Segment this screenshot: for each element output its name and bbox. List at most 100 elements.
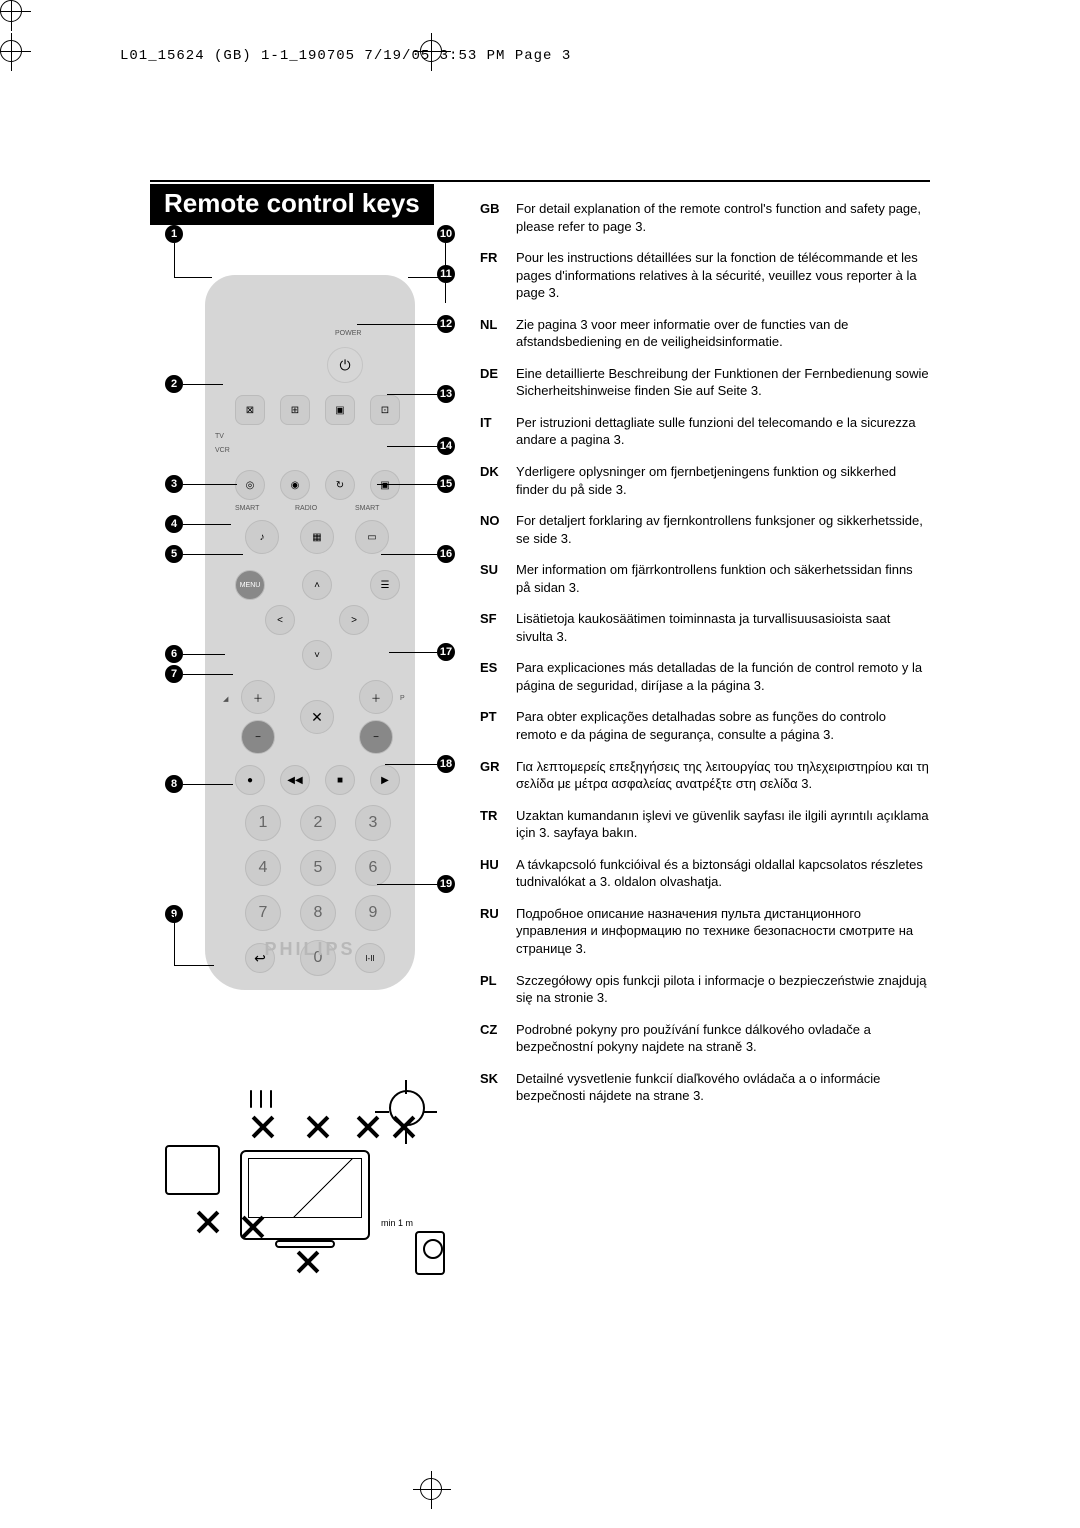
x-mark-7 <box>295 1250 319 1274</box>
prog-up: ＋ <box>359 680 393 714</box>
lang-text: For detail explanation of the remote con… <box>516 200 930 235</box>
menu-button: MENU <box>235 570 265 600</box>
lang-code: PT <box>480 708 516 743</box>
list-button: ☰ <box>370 570 400 600</box>
nav-right: ˃ <box>339 605 369 635</box>
smart-label-1: SMART <box>235 505 259 512</box>
vol-icon: ◢ <box>223 695 228 703</box>
callout-14: 14 <box>437 437 455 455</box>
lang-row: DEEine detaillierte Beschreibung der Fun… <box>480 365 930 400</box>
min-distance-label: min 1 m <box>381 1218 413 1228</box>
lang-code: HU <box>480 856 516 891</box>
rain-icon <box>250 1090 252 1108</box>
speaker-icon <box>415 1231 445 1275</box>
callout-2: 2 <box>165 375 183 393</box>
num-2: 2 <box>300 805 336 841</box>
callout-15: 15 <box>437 475 455 493</box>
manual-page: L01_15624 (GB) 1-1_190705 7/19/05 3:53 P… <box>0 0 1080 1528</box>
callout-5: 5 <box>165 545 183 563</box>
lang-row: DKYderligere oplysninger om fjernbetjeni… <box>480 463 930 498</box>
lang-text: For detaljert forklaring av fjernkontrol… <box>516 512 930 547</box>
lang-code: PL <box>480 972 516 1007</box>
lang-row: GRΓια λεπτομερείς επεξηγήσεις της λειτου… <box>480 758 930 793</box>
rect-button: ▭ <box>355 520 389 554</box>
stop-button: ■ <box>325 765 355 795</box>
lang-code: TR <box>480 807 516 842</box>
lang-code: GR <box>480 758 516 793</box>
lang-code: SK <box>480 1070 516 1105</box>
remote-diagram: POWER ⏻ ⊠ ⊞ ▣ ⊡ TV VCR ◎ ◉ ↻ ▣ SMART RAD… <box>170 225 450 1005</box>
lang-text: Szczegółowy opis funkcji pilota i inform… <box>516 972 930 1007</box>
lang-code: DK <box>480 463 516 498</box>
lang-text: Detailné vysvetlenie funkcií diaľkového … <box>516 1070 930 1105</box>
lang-text: Pour les instructions détaillées sur la … <box>516 249 930 302</box>
aux-button-4: ⊡ <box>370 395 400 425</box>
lang-code: RU <box>480 905 516 958</box>
lang-text: Подробное описание назначения пульта дис… <box>516 905 930 958</box>
callout-16: 16 <box>437 545 455 563</box>
power-button: ⏻ <box>327 347 363 383</box>
registration-mark-left <box>0 0 40 40</box>
placement-illustration: min 1 m <box>155 1060 435 1280</box>
num-5: 5 <box>300 850 336 886</box>
num-6: 6 <box>355 850 391 886</box>
round-button-b: ◉ <box>280 470 310 500</box>
lang-row: RUПодробное описание назначения пульта д… <box>480 905 930 958</box>
registration-mark-right <box>0 40 40 80</box>
lang-row: SFLisätietoja kaukosäätimen toiminnasta … <box>480 610 930 645</box>
callout-6: 6 <box>165 645 183 663</box>
num-3: 3 <box>355 805 391 841</box>
num-1: 1 <box>245 805 281 841</box>
x-mark-3 <box>305 1115 329 1139</box>
callout-11: 11 <box>437 265 455 283</box>
callout-4: 4 <box>165 515 183 533</box>
lang-text: Mer information om fjärrkontrollens funk… <box>516 561 930 596</box>
rec-button: ● <box>235 765 265 795</box>
callout-7: 7 <box>165 665 183 683</box>
lang-code: SU <box>480 561 516 596</box>
note-button: ♪ <box>245 520 279 554</box>
num-4: 4 <box>245 850 281 886</box>
callout-12: 12 <box>437 315 455 333</box>
round-button-a: ◎ <box>235 470 265 500</box>
lang-text: Para explicaciones más detalladas de la … <box>516 659 930 694</box>
vol-up: ＋ <box>241 680 275 714</box>
x-mark-5 <box>391 1115 415 1139</box>
lang-text: Uzaktan kumandanın işlevi ve güvenlik sa… <box>516 807 930 842</box>
table-icon-illus <box>165 1145 220 1195</box>
callout-17: 17 <box>437 643 455 661</box>
power-label: POWER <box>335 330 361 337</box>
callout-3: 3 <box>165 475 183 493</box>
smart-label-2: SMART <box>355 505 379 512</box>
x-mark-1 <box>195 1210 219 1234</box>
aux-button-3: ▣ <box>325 395 355 425</box>
num-7: 7 <box>245 895 281 931</box>
print-meta-line: L01_15624 (GB) 1-1_190705 7/19/05 3:53 P… <box>120 48 571 64</box>
vol-down: − <box>241 720 275 754</box>
lang-code: IT <box>480 414 516 449</box>
lang-row: HUA távkapcsoló funkcióival és a biztons… <box>480 856 930 891</box>
lang-row: ITPer istruzioni dettagliate sulle funzi… <box>480 414 930 449</box>
lang-row: PTPara obter explicações detalhadas sobr… <box>480 708 930 743</box>
callout-10: 10 <box>437 225 455 243</box>
lang-row: NLZie pagina 3 voor meer informatie over… <box>480 316 930 351</box>
lang-text: Για λεπτομερείς επεξηγήσεις της λειτουργ… <box>516 758 930 793</box>
section-title: Remote control keys <box>150 184 434 225</box>
callout-1: 1 <box>165 225 183 243</box>
lang-text: Lisätietoja kaukosäätimen toiminnasta ja… <box>516 610 930 645</box>
lang-row: ESPara explicaciones más detalladas de l… <box>480 659 930 694</box>
lang-text: Para obter explicações detalhadas sobre … <box>516 708 930 743</box>
round-button-c: ↻ <box>325 470 355 500</box>
num-9: 9 <box>355 895 391 931</box>
brand-label: PHILIPS <box>205 939 415 960</box>
vcr-label: VCR <box>215 447 230 454</box>
lang-row: SKDetailné vysvetlenie funkcií diaľkovéh… <box>480 1070 930 1105</box>
callout-8: 8 <box>165 775 183 793</box>
nav-up: ˄ <box>302 570 332 600</box>
lang-code: SF <box>480 610 516 645</box>
lang-code: DE <box>480 365 516 400</box>
x-mark-4 <box>355 1115 379 1139</box>
lang-text: Zie pagina 3 voor meer informatie over d… <box>516 316 930 351</box>
lang-row: NOFor detaljert forklaring av fjernkontr… <box>480 512 930 547</box>
lang-text: A távkapcsoló funkcióival és a biztonság… <box>516 856 930 891</box>
